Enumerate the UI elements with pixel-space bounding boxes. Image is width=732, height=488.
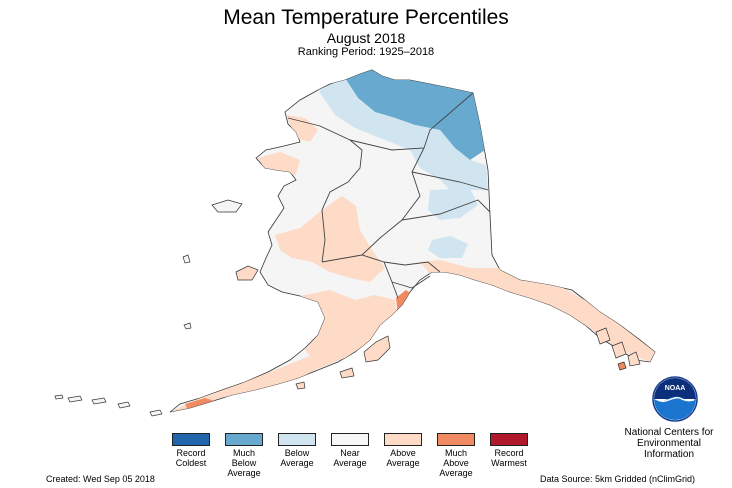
kodiak-island [363, 335, 391, 363]
legend-label-3: Near Average [315, 448, 385, 468]
above-region-sw [300, 290, 398, 368]
above-region-pen [170, 356, 330, 412]
shumagin-island [295, 381, 306, 390]
below-region-east [428, 188, 478, 220]
below-region-interior [428, 236, 468, 258]
bristol-bay-island [339, 367, 355, 379]
legend-swatch-6 [490, 433, 528, 446]
data-source: Data Source: 5km Gridded (nClimGrid) [540, 474, 696, 484]
legend-label-2: Below Average [262, 448, 332, 468]
legend-label-6: Record Warmest [474, 448, 544, 468]
ranking-period: Ranking Period: 1925–2018 [297, 46, 435, 58]
legend-label-line: Average [333, 458, 367, 468]
legend-label-5: Much Above Average [421, 448, 491, 478]
se-archipelago-3 [627, 351, 641, 367]
aleutian-1 [149, 409, 163, 417]
above-region-nw [286, 115, 318, 142]
st-matthew-island [182, 254, 191, 264]
legend-label-line: Warmest [491, 458, 527, 468]
legend-label-line: Record [176, 448, 206, 458]
legend-label-line: Near [340, 448, 360, 458]
legend-label-1: Much Below Average [209, 448, 279, 478]
legend-swatch-0 [172, 433, 210, 446]
much-below-region [345, 70, 485, 160]
legend-label-line: Below [284, 448, 310, 458]
legend-label-line: Average [280, 458, 314, 468]
aleutian-4 [67, 395, 83, 403]
pribilof-island [183, 322, 192, 330]
noaa-logo: NOAA [652, 376, 698, 422]
legend: Record Coldest Much Below Average Below Averag… [0, 433, 732, 478]
nunivak-island [235, 265, 259, 281]
ncei-line-1: National Centers for [624, 427, 714, 438]
ncei-line-3: Information [643, 449, 695, 460]
legend-label-line: Below [231, 458, 257, 468]
below-region-north [318, 78, 488, 190]
legend-label-line: Coldest [175, 458, 207, 468]
climate-division-lines [287, 92, 491, 299]
legend-swatch-1 [225, 433, 263, 446]
islands [54, 199, 641, 417]
legend-swatch-5 [437, 433, 475, 446]
legend-label-line: Above [443, 458, 469, 468]
alaska-map [54, 69, 656, 417]
aleutian-3 [91, 397, 107, 405]
legend-label-line: Much [444, 448, 467, 458]
above-region-west [275, 196, 385, 282]
map-subtitle: August 2018 [326, 30, 406, 46]
legend-label-line: Above [390, 448, 416, 458]
legend-label-0: Record Coldest [156, 448, 226, 468]
aleutian-2 [117, 401, 131, 409]
legend-swatch-4 [384, 433, 422, 446]
aleutian-5 [54, 394, 64, 400]
above-region-seward [258, 152, 300, 175]
legend-label-line: Average [439, 468, 473, 478]
st-lawrence-island [211, 199, 243, 213]
se-archipelago-4 [617, 361, 627, 371]
noaa-logo-text: NOAA [665, 385, 686, 392]
legend-label-line: Much [232, 448, 255, 458]
ncei-label: National Centers for Environmental Infor… [614, 427, 724, 460]
above-region-southcentral [420, 260, 655, 362]
anomaly-layer [170, 70, 655, 412]
ncei-line-2: Environmental [637, 438, 701, 449]
map-title: Mean Temperature Percentiles [223, 6, 509, 29]
legend-swatch-2 [278, 433, 316, 446]
created-date: Created: Wed Sep 05 2018 [46, 474, 155, 484]
legend-label-4: Above Average [368, 448, 438, 468]
se-archipelago-2 [611, 341, 627, 359]
legend-label-line: Average [386, 458, 420, 468]
se-archipelago-1 [595, 327, 611, 345]
legend-label-line: Average [227, 468, 261, 478]
legend-swatch-3 [331, 433, 369, 446]
legend-label-line: Record [494, 448, 524, 458]
